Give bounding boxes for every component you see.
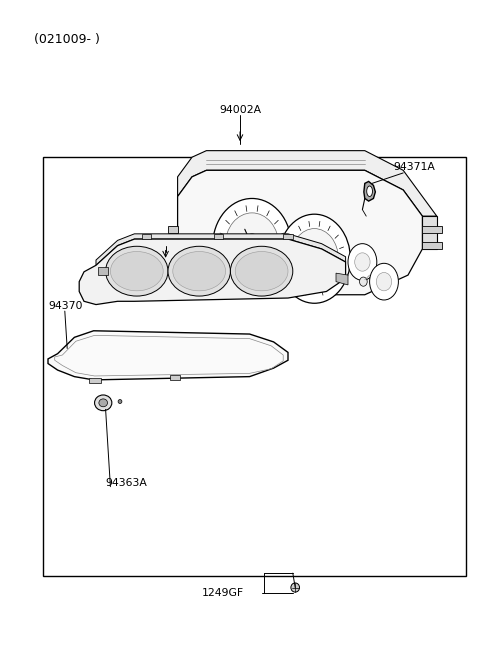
Polygon shape [98, 267, 108, 275]
Ellipse shape [99, 399, 108, 407]
Ellipse shape [306, 248, 323, 269]
Polygon shape [422, 242, 442, 249]
Polygon shape [48, 331, 288, 380]
Polygon shape [364, 181, 375, 201]
Bar [43, 157, 466, 576]
Ellipse shape [110, 252, 163, 291]
Ellipse shape [173, 252, 226, 291]
Polygon shape [178, 170, 422, 295]
Polygon shape [142, 234, 151, 239]
Text: 1249GF: 1249GF [202, 588, 244, 598]
Ellipse shape [370, 263, 398, 300]
Text: (021009- ): (021009- ) [34, 33, 99, 46]
Ellipse shape [341, 265, 346, 272]
Polygon shape [422, 216, 437, 249]
Polygon shape [170, 375, 180, 380]
Ellipse shape [225, 213, 279, 278]
Polygon shape [96, 234, 346, 265]
Polygon shape [422, 226, 442, 233]
Polygon shape [214, 234, 223, 239]
Polygon shape [89, 378, 101, 383]
Ellipse shape [213, 198, 291, 293]
Polygon shape [283, 234, 293, 239]
Polygon shape [178, 151, 437, 216]
Ellipse shape [290, 229, 338, 289]
Ellipse shape [367, 186, 372, 196]
Ellipse shape [291, 583, 300, 592]
Ellipse shape [118, 400, 122, 403]
Ellipse shape [235, 252, 288, 291]
Text: 94360B: 94360B [144, 236, 186, 246]
Polygon shape [79, 239, 346, 305]
Ellipse shape [278, 214, 350, 303]
Text: 94363A: 94363A [106, 478, 147, 488]
Ellipse shape [242, 234, 262, 257]
Ellipse shape [376, 272, 392, 291]
Ellipse shape [230, 246, 293, 296]
Text: 94371A: 94371A [394, 162, 435, 172]
Ellipse shape [95, 395, 112, 411]
Polygon shape [168, 226, 178, 233]
Ellipse shape [355, 253, 370, 271]
Ellipse shape [360, 277, 367, 286]
Ellipse shape [106, 246, 168, 296]
Ellipse shape [348, 244, 377, 280]
Text: 94002A: 94002A [219, 105, 261, 115]
Polygon shape [336, 273, 348, 285]
Ellipse shape [168, 246, 230, 296]
Text: 94370: 94370 [48, 301, 83, 311]
